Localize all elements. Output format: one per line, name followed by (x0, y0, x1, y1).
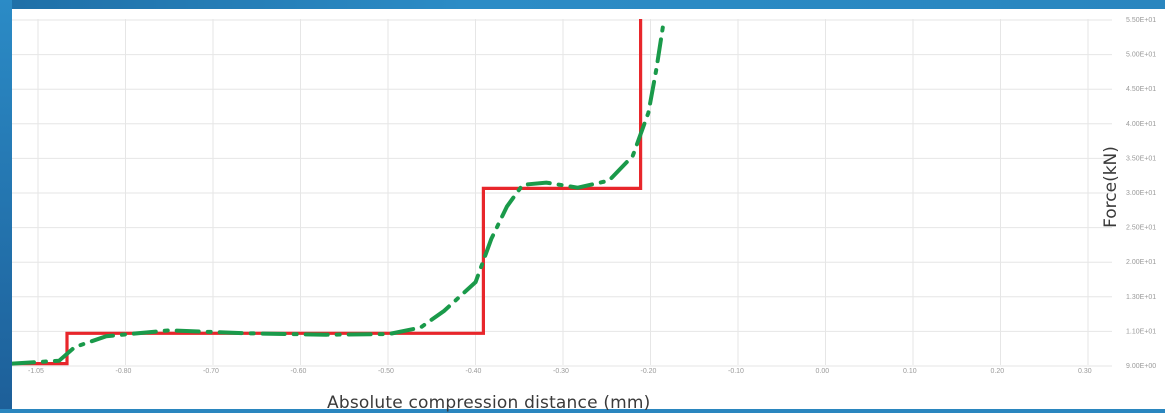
x-tick-label: -0.30 (553, 368, 569, 375)
y-tick-label: 4.50E+01 (1126, 86, 1156, 93)
y-tick-label: 2.00E+01 (1126, 259, 1156, 266)
x-tick-label: -0.50 (378, 368, 394, 375)
frame-top-border (0, 0, 1165, 9)
y-tick-label: 4.00E+01 (1126, 121, 1156, 128)
x-tick-label: 0.20 (991, 368, 1005, 375)
chart-area: -1.05 -0.80 -0.70 -0.60 -0.50 -0.40 -0.30 -0.20… (12, 9, 1165, 413)
frame-left-border (0, 0, 12, 409)
y-tick-labels: 9.00E+00 1.10E+01 1.30E+01 2.00E+01 2.50E+01… (1126, 17, 1156, 370)
x-tick-label: -0.70 (203, 368, 219, 375)
grid (12, 19, 1112, 367)
x-tick-label: -0.40 (466, 368, 482, 375)
chart-svg: -1.05 -0.80 -0.70 -0.60 -0.50 -0.40 -0.30 -0.20… (12, 17, 1156, 375)
series-layer (12, 17, 667, 366)
x-tick-label: 0.10 (903, 368, 917, 375)
y-tick-label: 5.50E+01 (1126, 17, 1156, 24)
x-tick-label: 0.00 (816, 368, 830, 375)
y-tick-label: 1.10E+01 (1126, 328, 1156, 335)
y-tick-label: 3.00E+01 (1126, 190, 1156, 197)
y-tick-label: 5.00E+01 (1126, 52, 1156, 59)
x-tick-label: -0.80 (116, 368, 132, 375)
x-tick-label: -1.05 (28, 368, 44, 375)
x-axis-label: Absolute compression distance (mm) (327, 393, 651, 413)
x-tick-label: -0.60 (291, 368, 307, 375)
series-line-step (12, 19, 643, 366)
y-tick-label: 3.50E+01 (1126, 155, 1156, 162)
y-axis-label: Force(kN) (1101, 146, 1121, 228)
x-tick-labels: -1.05 -0.80 -0.70 -0.60 -0.50 -0.40 -0.30 -0.20… (28, 368, 1092, 375)
x-tick-label: 0.30 (1078, 368, 1092, 375)
x-tick-label: -0.20 (641, 368, 657, 375)
y-tick-label: 1.30E+01 (1126, 294, 1156, 301)
series-line-dashed (12, 17, 667, 366)
y-tick-label: 9.00E+00 (1126, 363, 1156, 370)
y-tick-label: 2.50E+01 (1126, 225, 1156, 232)
x-tick-label: -0.10 (728, 368, 744, 375)
